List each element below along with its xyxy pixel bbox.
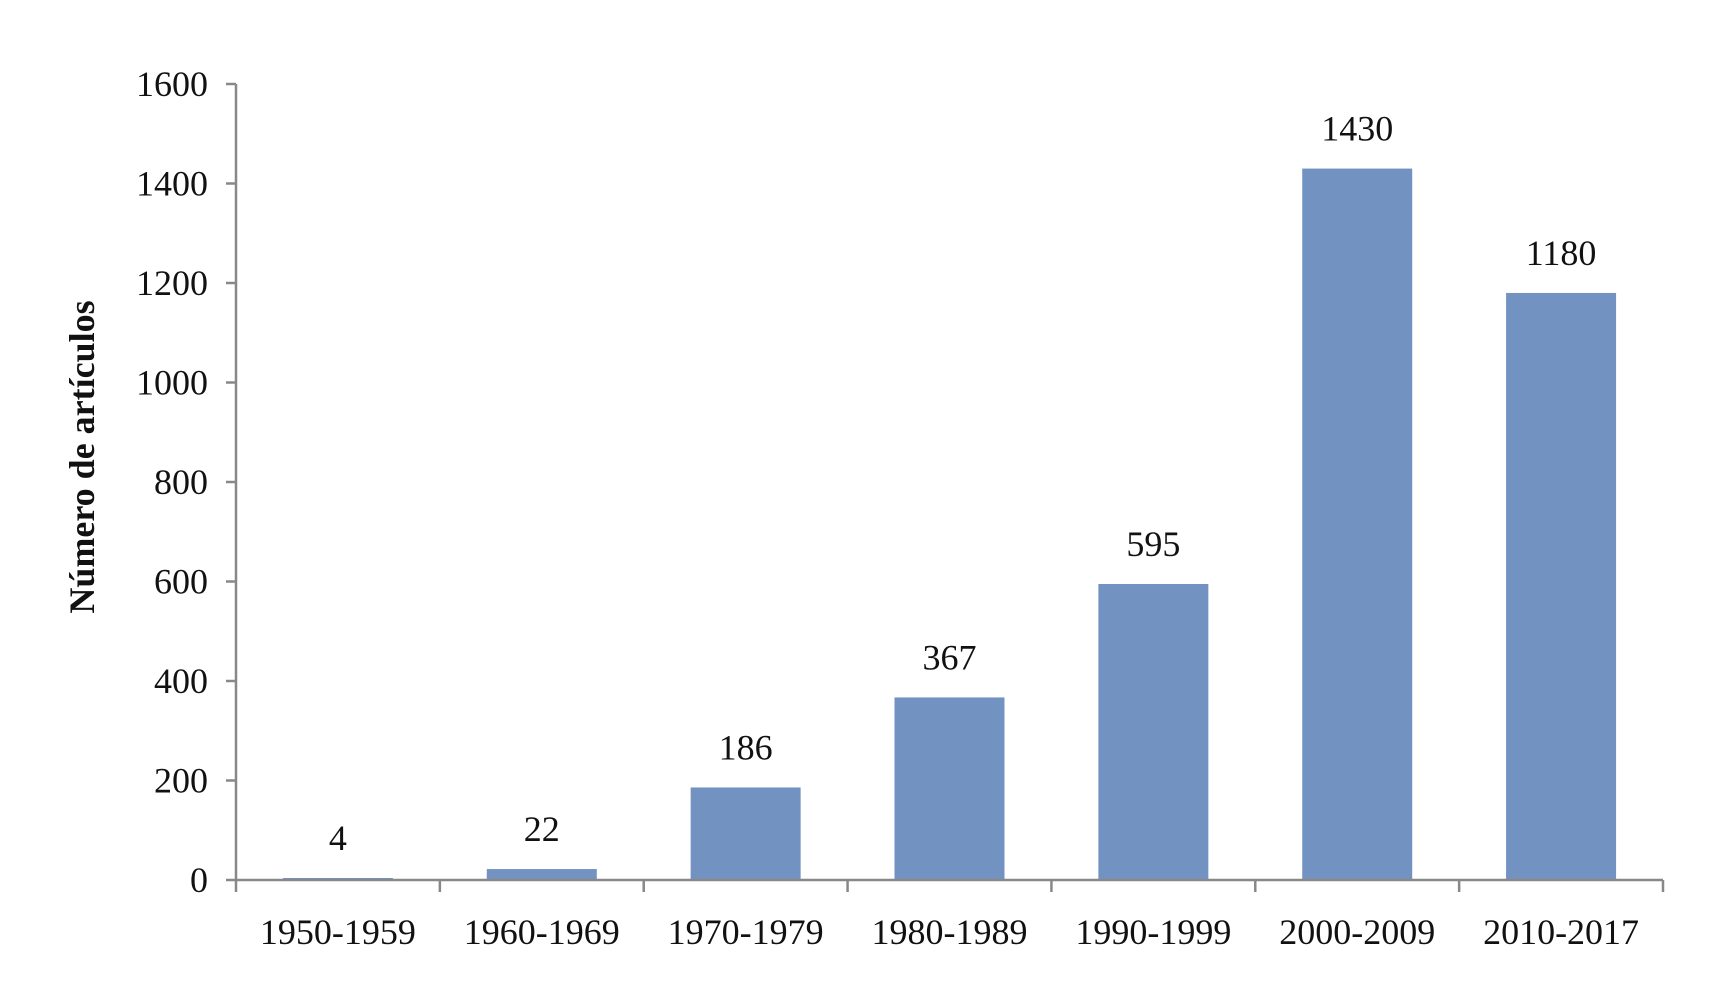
data-label: 4: [329, 818, 347, 858]
data-label: 22: [524, 809, 560, 849]
bar: [690, 787, 801, 880]
data-label: 1430: [1321, 109, 1393, 149]
y-ticks: 0 200 400 600 800 1000 1200 1400 1600: [136, 64, 236, 900]
x-tick-label: 1960-1969: [464, 912, 620, 952]
y-tick-label: 600: [154, 562, 208, 602]
data-label: 595: [1126, 524, 1180, 564]
y-tick-label: 200: [154, 761, 208, 801]
y-tick-label: 1600: [136, 64, 208, 104]
x-ticks: 1950-1959 1960-1969 1970-1979 1980-1989 1990…: [234, 880, 1665, 952]
bar: [486, 869, 597, 880]
bars-layer: [282, 168, 1617, 880]
y-tick-label: 0: [190, 860, 208, 900]
data-label: 367: [923, 637, 977, 677]
bar: [894, 697, 1005, 880]
x-tick-label: 1980-1989: [872, 912, 1028, 952]
y-tick-label: 1200: [136, 263, 208, 303]
bar: [1302, 168, 1413, 880]
data-labels: 4 22 186 367 595 1430 1180: [329, 109, 1596, 858]
bar: [1506, 292, 1617, 880]
data-label: 186: [719, 727, 773, 767]
x-tick-label: 1950-1959: [260, 912, 416, 952]
y-tick-label: 800: [154, 462, 208, 502]
y-axis-title: Número de artículos: [62, 300, 102, 613]
bar: [1098, 583, 1209, 880]
x-tick-label: 1970-1979: [668, 912, 824, 952]
x-tick-label: 2000-2009: [1279, 912, 1435, 952]
data-label: 1180: [1526, 233, 1597, 273]
y-tick-label: 1000: [136, 363, 208, 403]
y-tick-label: 1400: [136, 164, 208, 204]
x-tick-label: 2010-2017: [1483, 912, 1639, 952]
x-tick-label: 1990-1999: [1075, 912, 1231, 952]
y-tick-label: 400: [154, 661, 208, 701]
